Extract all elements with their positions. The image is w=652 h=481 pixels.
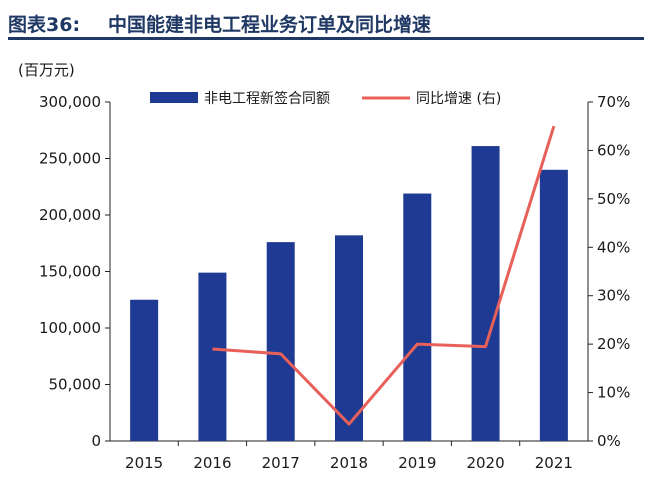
x-tick-label: 2020: [466, 454, 504, 472]
line-series: [212, 125, 556, 426]
legend: 非电工程新签合同额 同比增速 (右): [150, 90, 501, 107]
x-tick-label: 2017: [262, 454, 300, 472]
y2-tick-label: 40%: [597, 238, 630, 256]
x-tick-label: 2018: [330, 454, 368, 472]
chart-title: 中国能建非电工程业务订单及同比增速: [108, 14, 432, 36]
axes: 0 50,000 100,000 150,000 200,000 250,000 300,0…: [39, 93, 630, 472]
legend-label-bar: 非电工程新签合同额: [204, 90, 330, 107]
legend-label-line: 同比增速 (右): [416, 91, 501, 107]
title-bar: 图表36: 中国能建非电工程业务订单及同比增速: [8, 8, 644, 40]
bar-series: [130, 146, 568, 442]
y2-tick-label: 60%: [597, 141, 630, 159]
y-axis-unit-label: (百万元): [18, 61, 75, 79]
y-tick-label: 150,000: [39, 263, 101, 281]
y-tick-label: 0: [91, 432, 101, 450]
y-tick-label: 50,000: [49, 376, 102, 394]
y2-tick-label: 70%: [597, 93, 630, 111]
x-tick-label: 2021: [535, 454, 573, 472]
bar: [403, 193, 432, 441]
y2-tick-label: 0%: [597, 432, 621, 450]
y-tick-label: 100,000: [39, 319, 101, 337]
bar: [266, 242, 295, 441]
y-tick-label: 200,000: [39, 206, 101, 224]
y2-tick-label: 30%: [597, 287, 630, 305]
y-tick-label: 300,000: [39, 93, 101, 111]
y2-tick-label: 50%: [597, 190, 630, 208]
bar: [130, 299, 159, 441]
growth-line: [212, 125, 556, 426]
figure-label: 图表36:: [8, 14, 81, 36]
y-tick-label: 250,000: [39, 150, 101, 168]
x-tick-label: 2019: [398, 454, 436, 472]
x-tick-label: 2016: [193, 454, 231, 472]
bar: [198, 272, 227, 441]
bar: [335, 235, 363, 441]
x-tick-label: 2015: [125, 454, 163, 472]
legend-swatch-bar: [150, 92, 198, 103]
y2-tick-label: 20%: [597, 335, 630, 353]
bar: [539, 169, 568, 442]
y2-tick-label: 10%: [597, 384, 630, 402]
bar: [471, 146, 500, 441]
